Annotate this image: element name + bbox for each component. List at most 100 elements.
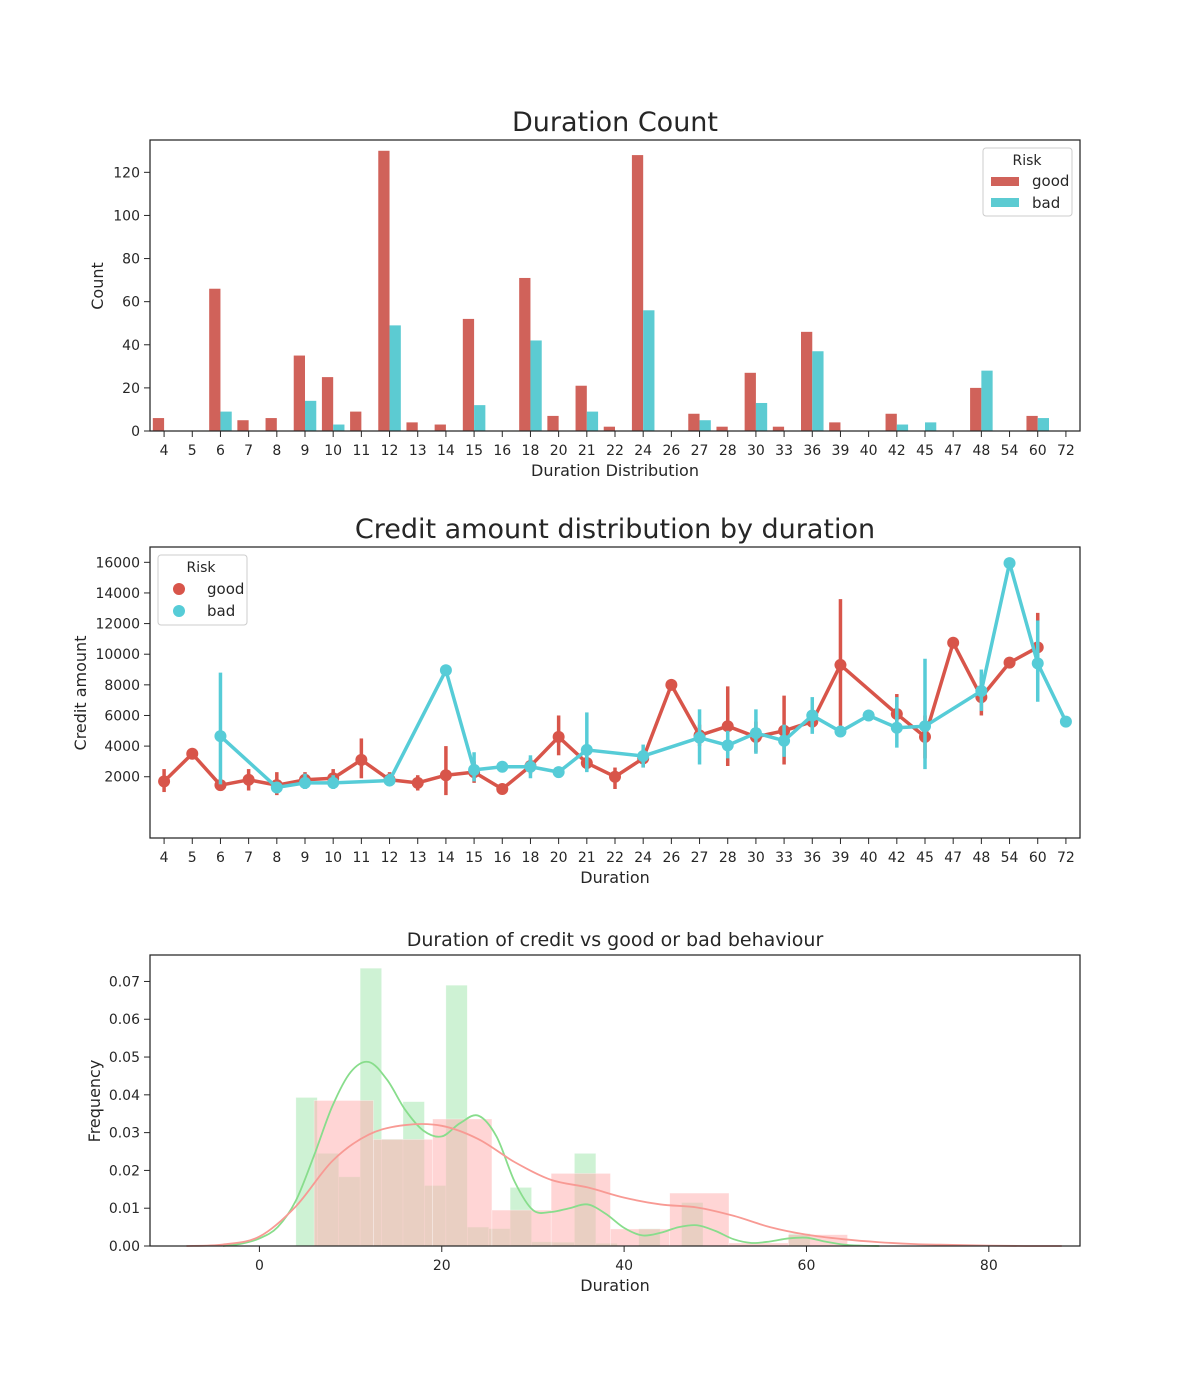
bar-bad-42: [896, 424, 909, 431]
y-tick-label: 6000: [104, 708, 140, 724]
x-tick-label: 22: [606, 443, 624, 459]
x-tick-label: 28: [719, 850, 737, 866]
bar-good-13: [406, 422, 418, 431]
x-tick-label: 54: [1001, 443, 1019, 459]
bar-good-24: [631, 155, 644, 432]
x-tick-label: 54: [1001, 850, 1019, 866]
legend-marker-bad: [173, 605, 185, 617]
x-tick-label: 72: [1057, 443, 1075, 459]
x-tick-label: 30: [747, 850, 765, 866]
bar-good-42: [885, 413, 897, 431]
bar-bad-36: [812, 351, 824, 431]
x-tick-label: 20: [550, 443, 568, 459]
bar-bad-9: [305, 400, 317, 431]
kde-line-good: [186, 1123, 1062, 1247]
hist-bar-good: [491, 1209, 552, 1247]
point-bad-39: [834, 725, 847, 738]
y-tick-label: 10000: [95, 647, 140, 663]
x-tick-label: 26: [662, 850, 680, 866]
x-tick-label: 72: [1057, 850, 1075, 866]
bar-bad-60: [1037, 418, 1049, 431]
x-tick-label: 60: [798, 1258, 816, 1274]
bar-good-60: [1026, 415, 1038, 431]
x-tick-label: 18: [522, 850, 540, 866]
x-tick-label: 40: [860, 443, 878, 459]
x-tick-label: 27: [691, 850, 709, 866]
point-bad-8: [270, 781, 283, 794]
x-tick-label: 8: [272, 443, 281, 459]
legend-title: Risk: [1012, 153, 1042, 169]
point-bad-42: [890, 721, 903, 734]
y-tick-label: 20: [122, 381, 140, 397]
bar-bad-21: [586, 411, 599, 431]
x-tick-label: 9: [301, 850, 310, 866]
x-tick-label: 42: [888, 850, 906, 866]
x-tick-label: 28: [719, 443, 737, 459]
y-tick-label: 0.03: [109, 1126, 140, 1142]
x-tick-label: 80: [980, 1258, 998, 1274]
y-tick-label: 0.01: [109, 1201, 140, 1217]
x-tick-label: 16: [493, 443, 511, 459]
bar-good-4: [152, 418, 165, 431]
x-tick-label: 48: [972, 850, 990, 866]
point-good-13: [411, 776, 424, 789]
x-tick-label: 11: [352, 443, 370, 459]
point-good-54: [1003, 656, 1016, 669]
legend-label-good: good: [1032, 172, 1069, 190]
bar-good-22: [603, 426, 615, 431]
chart-title: Credit amount distribution by duration: [355, 514, 875, 545]
bar-good-7: [237, 420, 249, 431]
bar-good-21: [575, 385, 587, 431]
bar-good-8: [265, 418, 277, 431]
y-tick-label: 14000: [95, 586, 140, 602]
point-bad-27: [693, 731, 706, 744]
x-tick-label: 11: [352, 850, 370, 866]
x-tick-label: 7: [244, 443, 253, 459]
bar-good-14: [434, 424, 446, 431]
y-tick-label: 0.05: [109, 1050, 140, 1066]
bar-good-15: [462, 318, 475, 431]
x-axis: 0 20 40 60 80: [255, 1246, 998, 1274]
x-axis-label: Duration: [580, 1276, 650, 1295]
bar-good-28: [716, 426, 728, 431]
x-tick-label: 45: [916, 443, 934, 459]
x-tick-label: 45: [916, 850, 934, 866]
y-tick-label: 0.06: [109, 1012, 140, 1028]
legend-title: Risk: [186, 560, 216, 576]
hist-bar-good: [373, 1139, 433, 1247]
x-tick-label: 6: [216, 443, 225, 459]
bar-good-6: [209, 288, 221, 431]
credit-amount-by-duration-chart: Credit amount distribution by duration 2…: [71, 514, 1081, 887]
y-tick-label: 0: [131, 424, 140, 440]
bar-bad-30: [755, 402, 768, 431]
point-bad-72: [1059, 715, 1072, 728]
bar-bad-45: [925, 422, 937, 431]
point-bad-18: [524, 760, 537, 773]
x-tick-label: 30: [747, 443, 765, 459]
y-tick-label: 0.00: [109, 1239, 140, 1255]
x-tick-label: 9: [301, 443, 310, 459]
x-tick-label: 60: [1029, 443, 1047, 459]
y-tick-label: 40: [122, 338, 140, 354]
x-tick-label: 10: [324, 443, 342, 459]
y-axis-label: Credit amount: [71, 636, 90, 751]
hist-bar-good: [610, 1228, 671, 1247]
bar-bad-10: [333, 424, 345, 431]
x-tick-label: 21: [578, 850, 596, 866]
point-good-26: [665, 678, 678, 691]
bar-good-20: [547, 415, 559, 431]
point-good-16: [496, 782, 509, 795]
legend: Risk good bad: [982, 147, 1073, 217]
bar-good-27: [688, 413, 700, 431]
x-tick-label: 8: [272, 850, 281, 866]
y-axis: 0 20 40 60 80 100 120: [113, 165, 150, 440]
bar-good-12: [378, 150, 390, 431]
y-tick-label: 2000: [104, 770, 140, 786]
point-series-group: [158, 557, 1072, 796]
x-tick-label: 13: [409, 443, 427, 459]
point-bad-10: [327, 776, 340, 789]
y-tick-label: 120: [113, 165, 140, 181]
bar-good-9: [293, 355, 305, 431]
y-axis-label: Frequency: [85, 1060, 104, 1143]
bar-bad-18: [530, 340, 542, 431]
